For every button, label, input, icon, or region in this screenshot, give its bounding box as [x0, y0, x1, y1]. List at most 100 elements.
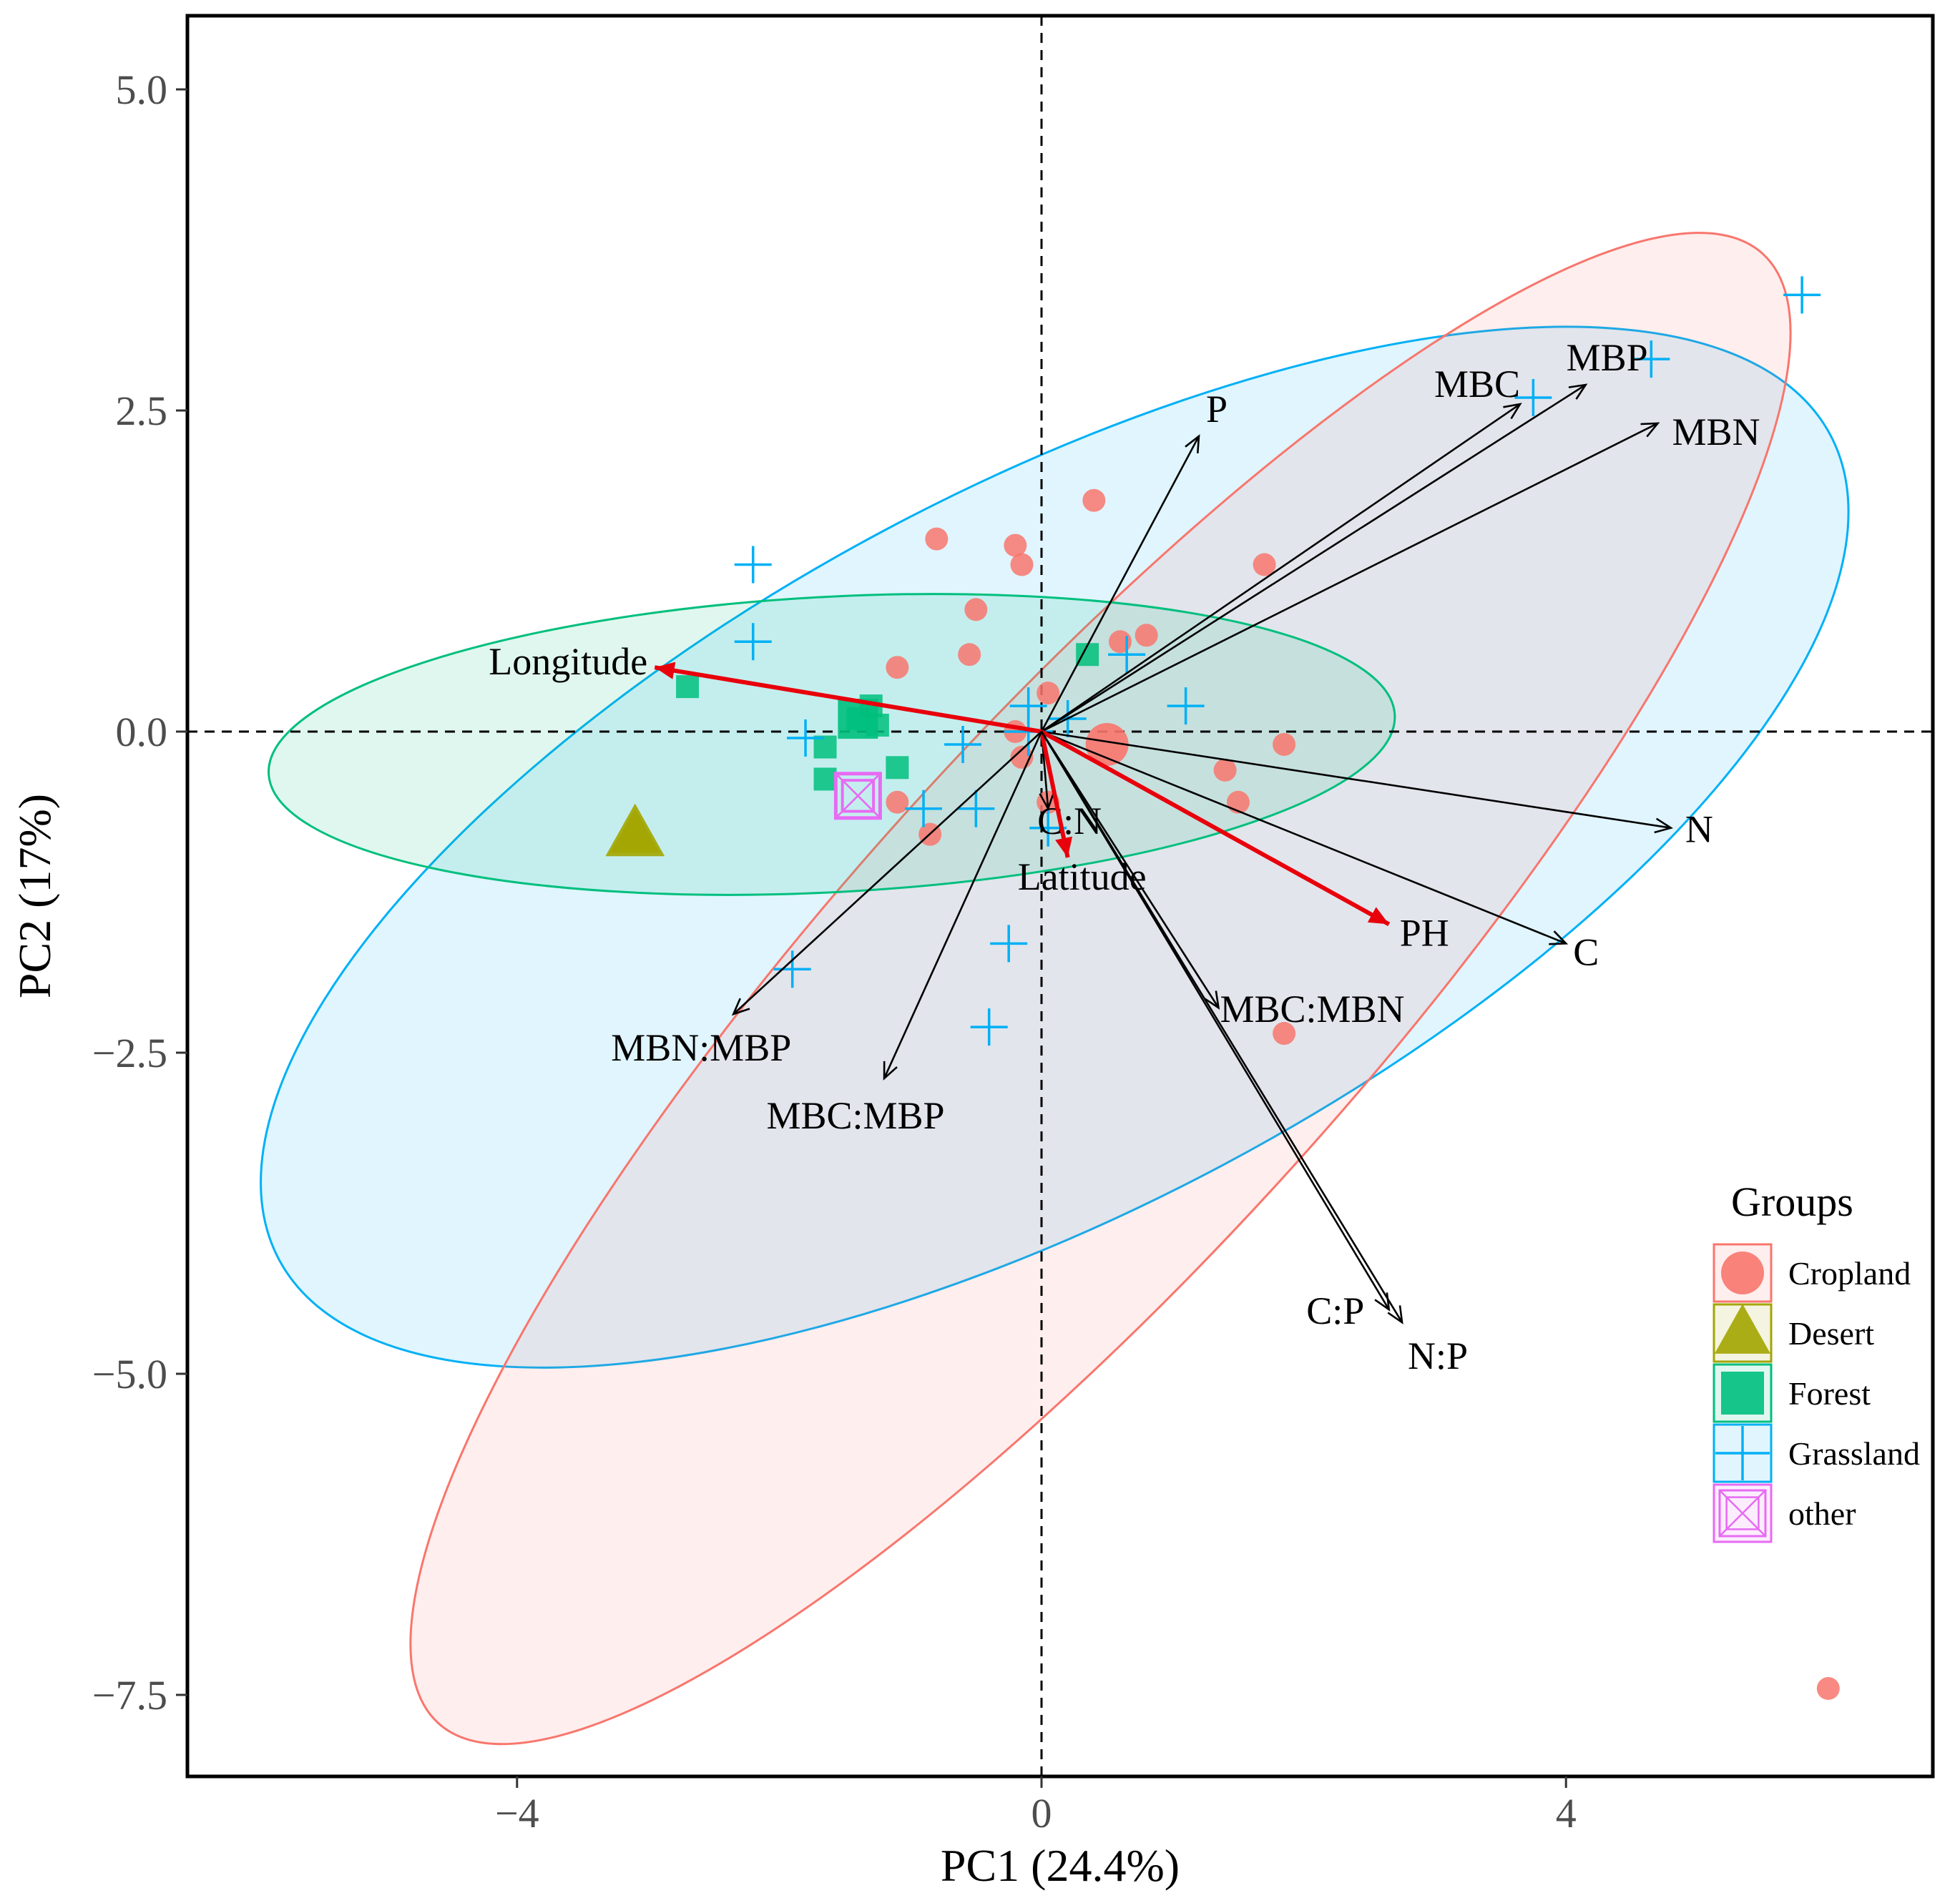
legend: Groups Cropland Desert Forest Grassland othe… — [1712, 1179, 1920, 1543]
vector-mbn-mbp: MBN:MBP — [611, 731, 1042, 1069]
point-forest — [676, 675, 700, 699]
point-grassland — [905, 790, 943, 827]
point-cropland — [1816, 1677, 1840, 1701]
vector-label: C — [1573, 930, 1599, 973]
point-grassland — [1514, 379, 1552, 417]
point-cropland — [886, 790, 909, 814]
point-grassland — [1167, 687, 1205, 725]
reference-lines — [187, 16, 1933, 1776]
vector-mbn: MBN — [1041, 410, 1760, 733]
point-grassland — [1108, 636, 1146, 674]
y-tick-label: 2.5 — [116, 388, 168, 434]
legend-item-cropland: Cropland — [1712, 1243, 1911, 1303]
vector-arrowhead — [1203, 990, 1220, 1010]
point-cropland — [1004, 533, 1027, 557]
vector-arrowhead — [1387, 1305, 1403, 1324]
vector-arrowhead — [1039, 792, 1055, 811]
legend-key-cropland-icon — [1721, 1252, 1764, 1294]
point-cropland — [958, 643, 981, 667]
point-cropland — [1253, 553, 1276, 576]
vector-n: N — [1041, 730, 1713, 851]
point-grassland — [1632, 340, 1670, 378]
x-tick-label: −4 — [495, 1790, 539, 1836]
point-cropland — [1082, 488, 1106, 512]
legend-label: other — [1788, 1495, 1856, 1532]
vector-line — [883, 731, 1043, 1079]
vector-label: C:N — [1037, 800, 1102, 842]
vector-label: MBN:MBP — [611, 1026, 791, 1069]
point-grassland — [773, 950, 811, 988]
vector-arrowhead — [1367, 907, 1389, 925]
point-cropland — [1135, 624, 1158, 647]
vector-c: C — [1041, 730, 1599, 973]
legend-key-other-icon — [1718, 1489, 1767, 1538]
point-grassland — [944, 725, 982, 763]
vector-label: PH — [1400, 911, 1449, 954]
vector-arrowhead — [1055, 836, 1073, 858]
point-cropland — [925, 527, 949, 551]
vector-line — [1040, 729, 1391, 927]
point-forest — [813, 735, 837, 759]
vector-mbc-mbn: MBC:MBN — [1040, 731, 1405, 1031]
vector-line — [1040, 436, 1200, 732]
legend-key-desert-icon — [1714, 1304, 1771, 1354]
vector-mbp: MBP — [1041, 336, 1648, 733]
vector-arrowhead — [883, 1061, 898, 1081]
legend-item-grassland: Grassland — [1712, 1423, 1920, 1483]
vector-n-p: N:P — [1040, 731, 1468, 1377]
loading-vectors: P MBC MBP MBN Longitude N C PH C:N Latitude MBC:MB… — [489, 336, 1760, 1377]
point-cropland — [1273, 1022, 1296, 1046]
vector-mbc: MBC — [1041, 363, 1522, 733]
legend-item-desert: Desert — [1712, 1303, 1874, 1363]
centroid-desert — [605, 803, 665, 857]
vector-line — [1041, 730, 1672, 829]
vector-c-n: C:N — [1037, 731, 1102, 842]
y-tick-label: −5.0 — [92, 1351, 167, 1397]
point-grassland — [970, 1008, 1008, 1046]
vector-longitude: Longitude — [489, 640, 1042, 734]
centroid-cropland — [1085, 722, 1129, 766]
vector-label: MBC:MBN — [1220, 988, 1404, 1031]
point-grassland — [734, 546, 772, 584]
vector-arrowhead — [1549, 930, 1569, 945]
centroid-other — [833, 772, 882, 820]
vector-label: MBN — [1672, 410, 1760, 453]
point-grassland — [990, 925, 1028, 963]
point-cropland — [1010, 553, 1034, 576]
vector-arrowhead — [1654, 817, 1673, 834]
vector-label: MBC:MBP — [766, 1094, 944, 1137]
vector-label: Latitude — [1018, 855, 1147, 898]
vector-line — [1041, 403, 1521, 733]
y-axis-title: PC2 (17%) — [9, 794, 60, 998]
vector-line — [1039, 731, 1070, 858]
vector-label: P — [1206, 388, 1228, 431]
point-cropland — [1273, 732, 1296, 756]
point-cropland — [964, 598, 988, 621]
vector-arrowhead — [1374, 1292, 1391, 1312]
y-tick-label: −2.5 — [92, 1030, 167, 1076]
vector-arrowhead — [655, 662, 676, 679]
vector-label: C:P — [1306, 1289, 1364, 1332]
point-cropland — [1037, 682, 1060, 705]
vector-p: P — [1040, 388, 1228, 732]
point-grassland — [734, 623, 772, 661]
y-tick-label: 0.0 — [116, 709, 168, 755]
point-grassland — [787, 719, 825, 757]
vector-line — [1041, 730, 1567, 945]
point-cropland — [1108, 630, 1132, 654]
point-cropland — [886, 656, 909, 679]
vector-mbc-mbp: MBC:MBP — [766, 731, 1043, 1137]
vector-label: MBP — [1567, 336, 1648, 379]
vector-line — [1040, 731, 1220, 1008]
x-axis-title: PC1 (24.4%) — [941, 1840, 1180, 1891]
ellipse-cropland — [409, 232, 1792, 1746]
legend-label: Forest — [1788, 1375, 1871, 1412]
vector-arrowhead — [1568, 383, 1588, 400]
vector-label: Longitude — [489, 640, 647, 683]
vector-line — [1041, 422, 1659, 733]
confidence-ellipses — [260, 232, 1850, 1746]
point-grassland — [957, 790, 995, 827]
vector-label: N — [1685, 808, 1713, 851]
legend-title: Groups — [1731, 1179, 1853, 1225]
axes: −4 0 4 5.0 2.5 0.0 −2.5 −5.0 −7.5 — [92, 67, 1577, 1836]
